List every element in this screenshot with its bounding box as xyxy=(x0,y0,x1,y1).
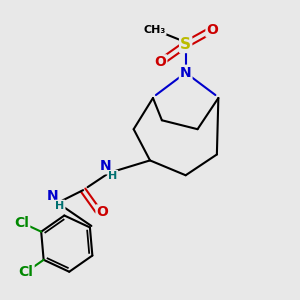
Text: H: H xyxy=(108,171,118,181)
Text: O: O xyxy=(97,206,108,219)
Text: Cl: Cl xyxy=(19,265,34,279)
Text: O: O xyxy=(154,55,166,69)
Text: N: N xyxy=(100,159,111,173)
Text: O: O xyxy=(206,22,218,37)
Text: Cl: Cl xyxy=(14,216,29,230)
Text: H: H xyxy=(55,201,64,211)
Text: N: N xyxy=(47,189,58,203)
Text: N: N xyxy=(180,66,191,80)
Text: S: S xyxy=(180,37,191,52)
Text: CH₃: CH₃ xyxy=(143,25,166,34)
